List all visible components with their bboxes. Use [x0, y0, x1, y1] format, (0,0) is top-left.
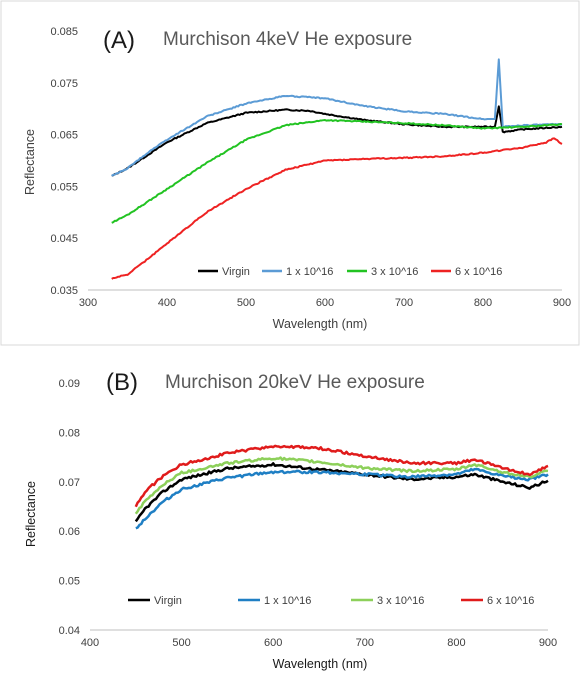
x-tick-label: 700	[356, 637, 374, 649]
panel-a-x-label: Wavelength (nm)	[273, 317, 368, 331]
y-tick-label: 0.08	[59, 427, 80, 439]
panel-a-legend: Virgin 1 x 10^16 3 x 10^16 6 x 10^16	[198, 266, 502, 278]
x-tick-label: 800	[474, 297, 492, 309]
series-line-4	[111, 137, 563, 280]
x-tick-label: 300	[79, 297, 97, 309]
y-tick-label: 0.085	[50, 26, 78, 38]
y-tick-label: 0.055	[50, 181, 78, 193]
y-tick-label: 0.07	[59, 477, 80, 489]
legend-label: 3 x 10^16	[377, 595, 424, 607]
legend-label: Virgin	[222, 266, 250, 278]
legend-label: 6 x 10^16	[455, 266, 502, 278]
y-tick-label: 0.05	[59, 576, 80, 588]
x-tick-label: 900	[553, 297, 571, 309]
y-tick-label: 0.09	[59, 378, 80, 390]
x-tick-label: 500	[237, 297, 255, 309]
legend-label: 3 x 10^16	[371, 266, 418, 278]
y-tick-label: 0.075	[50, 78, 78, 90]
panel-b-y-label: Reflectance	[24, 481, 38, 547]
legend-label: Virgin	[154, 595, 182, 607]
legend-label: 1 x 10^16	[264, 595, 311, 607]
x-tick-label: 400	[81, 637, 99, 649]
panel-b-series	[134, 444, 549, 530]
x-tick-label: 800	[447, 637, 465, 649]
y-tick-label: 0.045	[50, 233, 78, 245]
y-tick-label: 0.035	[50, 285, 78, 297]
series-line-4	[134, 444, 549, 508]
panel-a-chart: 300 400 500 600 700 800 900 0.0350.0450.0550.0…	[0, 0, 580, 346]
legend-label: 1 x 10^16	[286, 266, 333, 278]
panel-a-y-ticks: 0.035 0.045 0.055 0.065 0.075 0.085	[50, 26, 78, 297]
panel-b-title: Murchison 20keV He exposure	[165, 372, 425, 393]
y-tick-label: 0.065	[50, 130, 78, 142]
x-tick-label: 400	[158, 297, 176, 309]
panel-a-x-ticks: 300 400 500 600 700 800 900	[79, 297, 571, 309]
panel-a-tag: (A)	[103, 27, 135, 54]
x-tick-label: 600	[264, 637, 282, 649]
x-tick-label: 500	[172, 637, 190, 649]
panel-a-border	[0, 0, 580, 346]
legend-label: 6 x 10^16	[487, 595, 534, 607]
y-tick-label: 0.06	[59, 526, 80, 538]
panel-a-title: Murchison 4keV He exposure	[163, 29, 412, 50]
x-tick-label: 900	[539, 637, 557, 649]
panel-b-tag: (B)	[106, 369, 138, 396]
series-line-2	[135, 467, 549, 530]
panel-b-legend: Virgin 1 x 10^16 3 x 10^16 6 x 10^16	[128, 595, 534, 607]
panel-a-series	[111, 58, 563, 280]
panel-b-chart: 400 500 600 700 800 900 0.040.050.060.070.080…	[24, 369, 557, 671]
panel-b-x-ticks: 400 500 600 700 800 900	[81, 637, 557, 649]
panel-b-x-label: Wavelength (nm)	[273, 657, 368, 671]
series-line-2	[111, 58, 563, 177]
series-line-3	[134, 456, 549, 515]
x-tick-label: 600	[316, 297, 334, 309]
panel-b-y-ticks: 0.04 0.05 0.06 0.07 0.08 0.09	[59, 378, 80, 637]
series-line-3	[111, 119, 563, 224]
x-tick-label: 700	[395, 297, 413, 309]
panel-a-y-label: Reflectance	[23, 129, 37, 195]
y-tick-label: 0.04	[59, 625, 80, 637]
